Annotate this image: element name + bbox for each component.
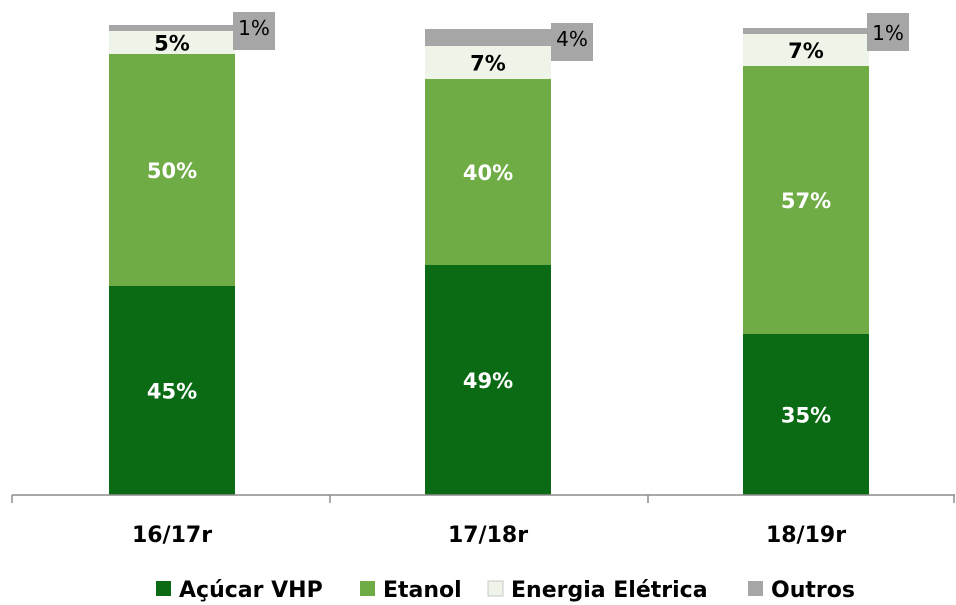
bar-outros-18-19r — [743, 28, 869, 34]
outros-label-box-17-18r — [551, 23, 593, 61]
legend-label-etanol: Etanol — [383, 578, 462, 603]
bar-energia-eletrica-17-18r — [425, 46, 551, 79]
bar-acucar-vhp-17-18r — [425, 265, 551, 495]
bar-energia-eletrica-18-19r — [743, 34, 869, 66]
data-label-energia-eletrica-18-19r: 7% — [788, 39, 824, 63]
legend-swatch-acucar-vhp — [156, 581, 171, 596]
data-label-outros-16-17r: 1% — [238, 16, 270, 40]
x-tick-label-16-17r: 16/17r — [132, 523, 212, 548]
x-tick-label-18-19r: 18/19r — [766, 523, 846, 548]
data-label-acucar-vhp-17-18r: 49% — [463, 369, 513, 393]
legend-label-outros: Outros — [771, 578, 855, 603]
bar-outros-16-17r — [109, 25, 235, 31]
data-label-energia-eletrica-16-17r: 5% — [154, 32, 190, 56]
data-label-etanol-17-18r: 40% — [463, 161, 513, 185]
legend-swatch-etanol — [360, 581, 375, 596]
data-label-acucar-vhp-18-19r: 35% — [781, 404, 831, 428]
data-label-energia-eletrica-17-18r: 7% — [470, 52, 506, 76]
data-label-outros-18-19r: 1% — [872, 21, 904, 45]
bar-etanol-18-19r — [743, 66, 869, 334]
data-label-etanol-16-17r: 50% — [147, 159, 197, 183]
bar-energia-eletrica-16-17r — [109, 31, 235, 54]
data-label-outros-17-18r: 4% — [556, 27, 588, 51]
outros-label-box-18-19r — [867, 13, 909, 51]
data-label-acucar-vhp-16-17r: 45% — [147, 380, 197, 404]
legend-swatch-outros — [748, 581, 763, 596]
legend-swatch-energia-eletrica — [487, 580, 504, 597]
bars-group: 45% 50% 5% 1% 49% 40% 7% 4% 35% 57% 7% 1% — [109, 12, 909, 495]
x-axis: 16/17r 17/18r 18/19r — [11, 494, 955, 548]
bar-outros-17-18r — [425, 29, 551, 46]
data-label-etanol-18-19r: 57% — [781, 189, 831, 213]
legend: Açúcar VHP Etanol Energia Elétrica Outros — [156, 578, 855, 603]
bar-etanol-16-17r — [109, 54, 235, 286]
bar-acucar-vhp-18-19r — [743, 334, 869, 495]
outros-label-box-16-17r — [233, 12, 275, 50]
bar-acucar-vhp-16-17r — [109, 286, 235, 495]
bar-etanol-17-18r — [425, 79, 551, 265]
legend-label-energia-eletrica: Energia Elétrica — [511, 578, 708, 603]
x-tick-label-17-18r: 17/18r — [448, 523, 528, 548]
legend-label-acucar-vhp: Açúcar VHP — [179, 578, 323, 603]
